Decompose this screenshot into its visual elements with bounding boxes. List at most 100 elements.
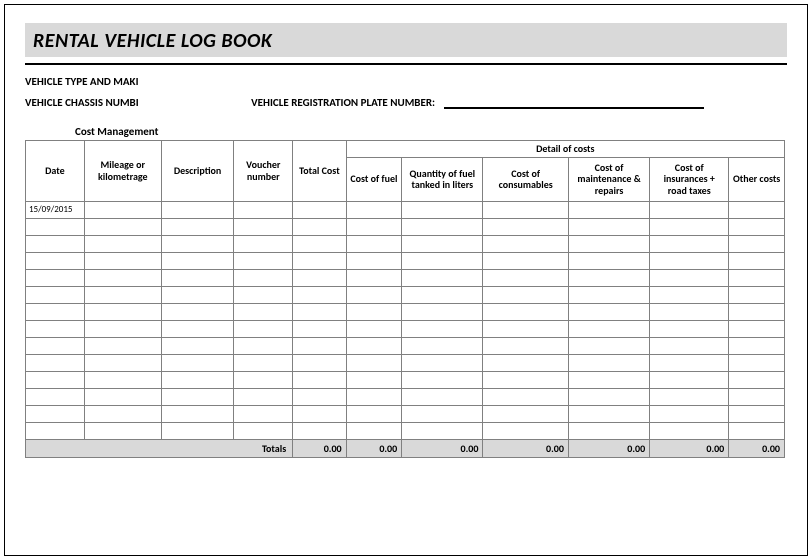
table-cell[interactable] bbox=[293, 201, 346, 218]
table-cell[interactable] bbox=[568, 354, 649, 371]
table-cell[interactable] bbox=[346, 218, 402, 235]
table-cell[interactable] bbox=[346, 269, 402, 286]
table-cell[interactable] bbox=[293, 235, 346, 252]
table-cell[interactable] bbox=[161, 405, 234, 422]
table-cell[interactable] bbox=[483, 252, 569, 269]
table-cell[interactable] bbox=[26, 388, 85, 405]
table-cell[interactable] bbox=[568, 405, 649, 422]
table-cell[interactable] bbox=[26, 303, 85, 320]
table-cell[interactable] bbox=[26, 269, 85, 286]
table-cell[interactable] bbox=[729, 371, 785, 388]
table-cell[interactable] bbox=[729, 286, 785, 303]
table-cell[interactable] bbox=[346, 235, 402, 252]
table-cell[interactable] bbox=[650, 269, 729, 286]
table-cell[interactable] bbox=[293, 388, 346, 405]
table-cell[interactable] bbox=[84, 405, 161, 422]
table-cell[interactable] bbox=[402, 405, 483, 422]
table-cell[interactable] bbox=[483, 354, 569, 371]
table-cell[interactable] bbox=[402, 337, 483, 354]
table-cell[interactable] bbox=[346, 354, 402, 371]
table-cell[interactable] bbox=[483, 320, 569, 337]
table-cell[interactable] bbox=[161, 337, 234, 354]
table-cell[interactable] bbox=[26, 354, 85, 371]
table-cell[interactable] bbox=[650, 320, 729, 337]
table-cell[interactable] bbox=[26, 286, 85, 303]
table-cell[interactable] bbox=[161, 201, 234, 218]
table-cell[interactable] bbox=[234, 337, 293, 354]
table-cell[interactable] bbox=[729, 218, 785, 235]
table-cell[interactable] bbox=[650, 218, 729, 235]
table-cell[interactable] bbox=[234, 252, 293, 269]
table-cell[interactable] bbox=[26, 422, 85, 439]
table-cell[interactable] bbox=[346, 422, 402, 439]
table-cell[interactable] bbox=[234, 371, 293, 388]
table-cell[interactable] bbox=[293, 252, 346, 269]
table-cell[interactable] bbox=[26, 320, 85, 337]
table-cell[interactable] bbox=[729, 235, 785, 252]
table-cell[interactable] bbox=[483, 422, 569, 439]
table-cell[interactable] bbox=[650, 201, 729, 218]
table-cell[interactable] bbox=[729, 252, 785, 269]
table-cell[interactable] bbox=[483, 235, 569, 252]
table-cell[interactable] bbox=[26, 252, 85, 269]
table-cell[interactable] bbox=[84, 337, 161, 354]
table-cell[interactable] bbox=[234, 303, 293, 320]
table-cell[interactable] bbox=[84, 354, 161, 371]
table-cell[interactable] bbox=[650, 235, 729, 252]
table-cell[interactable] bbox=[26, 405, 85, 422]
table-cell[interactable] bbox=[402, 388, 483, 405]
table-cell[interactable] bbox=[402, 354, 483, 371]
table-cell[interactable] bbox=[84, 303, 161, 320]
table-cell[interactable] bbox=[483, 201, 569, 218]
table-cell[interactable] bbox=[234, 422, 293, 439]
table-cell[interactable] bbox=[234, 388, 293, 405]
table-cell[interactable] bbox=[650, 286, 729, 303]
table-cell[interactable] bbox=[293, 320, 346, 337]
table-cell[interactable] bbox=[234, 201, 293, 218]
table-cell[interactable] bbox=[483, 303, 569, 320]
table-cell[interactable] bbox=[234, 218, 293, 235]
table-cell[interactable] bbox=[402, 286, 483, 303]
table-cell[interactable] bbox=[161, 218, 234, 235]
table-cell[interactable] bbox=[402, 252, 483, 269]
table-cell[interactable] bbox=[650, 354, 729, 371]
table-cell[interactable] bbox=[729, 269, 785, 286]
table-cell[interactable] bbox=[568, 320, 649, 337]
table-cell[interactable] bbox=[650, 371, 729, 388]
table-cell[interactable] bbox=[346, 405, 402, 422]
table-cell[interactable] bbox=[293, 371, 346, 388]
table-cell[interactable] bbox=[729, 201, 785, 218]
table-cell[interactable] bbox=[483, 337, 569, 354]
table-cell[interactable] bbox=[483, 388, 569, 405]
table-cell[interactable] bbox=[346, 320, 402, 337]
table-cell[interactable] bbox=[161, 388, 234, 405]
table-cell[interactable] bbox=[729, 354, 785, 371]
table-cell[interactable] bbox=[293, 303, 346, 320]
table-cell[interactable] bbox=[568, 201, 649, 218]
table-cell[interactable] bbox=[568, 388, 649, 405]
table-cell[interactable] bbox=[346, 286, 402, 303]
table-cell[interactable] bbox=[161, 371, 234, 388]
table-cell[interactable] bbox=[346, 388, 402, 405]
table-cell[interactable] bbox=[729, 337, 785, 354]
table-cell[interactable] bbox=[402, 218, 483, 235]
table-cell[interactable] bbox=[568, 337, 649, 354]
table-cell[interactable] bbox=[402, 269, 483, 286]
table-cell[interactable] bbox=[234, 320, 293, 337]
table-cell[interactable] bbox=[568, 218, 649, 235]
table-cell[interactable] bbox=[483, 405, 569, 422]
table-cell[interactable] bbox=[84, 269, 161, 286]
table-cell[interactable] bbox=[346, 337, 402, 354]
table-cell[interactable] bbox=[161, 269, 234, 286]
table-cell[interactable]: 15/09/2015 bbox=[26, 201, 85, 218]
table-cell[interactable] bbox=[293, 286, 346, 303]
table-cell[interactable] bbox=[402, 371, 483, 388]
table-cell[interactable] bbox=[568, 422, 649, 439]
table-cell[interactable] bbox=[293, 405, 346, 422]
table-cell[interactable] bbox=[84, 235, 161, 252]
table-cell[interactable] bbox=[293, 269, 346, 286]
table-cell[interactable] bbox=[729, 320, 785, 337]
table-cell[interactable] bbox=[729, 388, 785, 405]
table-cell[interactable] bbox=[293, 337, 346, 354]
table-cell[interactable] bbox=[293, 354, 346, 371]
